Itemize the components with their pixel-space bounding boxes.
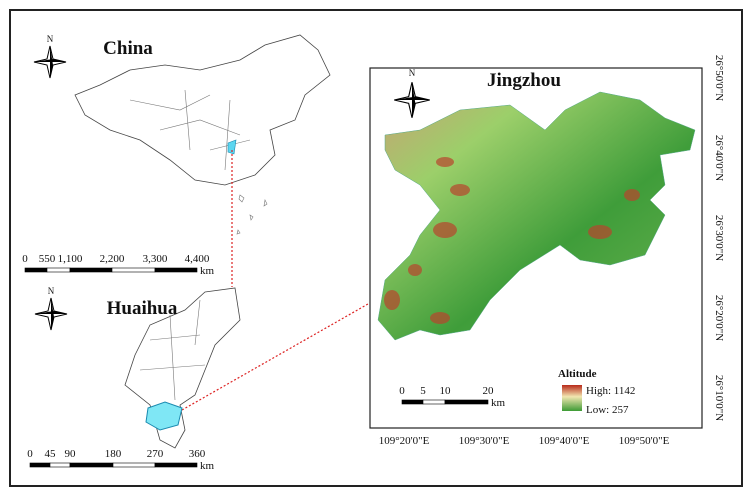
connector [181, 150, 383, 411]
graticule-labels: 26°50'0"N 26°40'0"N 26°30'0"N 26°20'0"N 26°1… [379, 55, 725, 447]
scale-segment [69, 267, 113, 273]
legend-title: Altitude [558, 368, 597, 380]
latitude-label: 26°20'0"N [713, 295, 725, 341]
legend-ramp [562, 385, 582, 411]
scale-segment [49, 462, 71, 468]
north-label: N [48, 286, 55, 296]
scale-segment [154, 462, 198, 468]
scale-segment [444, 399, 489, 405]
scale-segment [111, 267, 156, 273]
scale-label: 45 [45, 448, 57, 460]
scale-label: 360 [189, 448, 206, 460]
scale-label: 0 [22, 253, 28, 265]
scale-unit: km [200, 265, 215, 277]
scale-label: 5 [420, 385, 426, 397]
legend-low: Low: 257 [586, 404, 629, 416]
scale-label: 0 [399, 385, 405, 397]
scale-unit: km [491, 397, 506, 409]
scale-segment [24, 267, 48, 273]
longitude-label: 109°50'0"E [619, 435, 670, 447]
scale-label: 10 [440, 385, 452, 397]
scale-label: 550 [39, 253, 56, 265]
scale-segment [112, 462, 156, 468]
scale-label: 2,200 [100, 253, 125, 265]
longitude-label: 109°20'0"E [379, 435, 430, 447]
scale-label: 20 [483, 385, 495, 397]
scale-label: 3,300 [143, 253, 168, 265]
scale-label: 1,100 [58, 253, 83, 265]
outer-frame [9, 9, 743, 487]
scale-label: 4,400 [185, 253, 210, 265]
scale-label: 0 [27, 448, 33, 460]
scale-unit: km [200, 460, 215, 472]
scale-segment [69, 462, 114, 468]
scale-segment [29, 462, 51, 468]
longitude-label: 109°30'0"E [459, 435, 510, 447]
scale-label: 90 [65, 448, 77, 460]
latitude-label: 26°50'0"N [713, 55, 725, 101]
scale-label: 270 [147, 448, 164, 460]
huaihua-title: Huaihua [107, 298, 178, 319]
north-label: N [47, 34, 54, 44]
longitude-label: 109°40'0"E [539, 435, 590, 447]
scale-segment [401, 399, 424, 405]
north-label: N [409, 68, 416, 78]
latitude-label: 26°40'0"N [713, 135, 725, 181]
scale-segment [422, 399, 446, 405]
china-title: China [103, 38, 153, 59]
scale-label: 180 [105, 448, 122, 460]
jingzhou-title: Jingzhou [487, 70, 561, 91]
scale-segment [154, 267, 198, 273]
scale-segment [46, 267, 71, 273]
legend-high: High: 1142 [586, 385, 635, 397]
latitude-label: 26°10'0"N [713, 375, 725, 421]
latitude-label: 26°30'0"N [713, 215, 725, 261]
